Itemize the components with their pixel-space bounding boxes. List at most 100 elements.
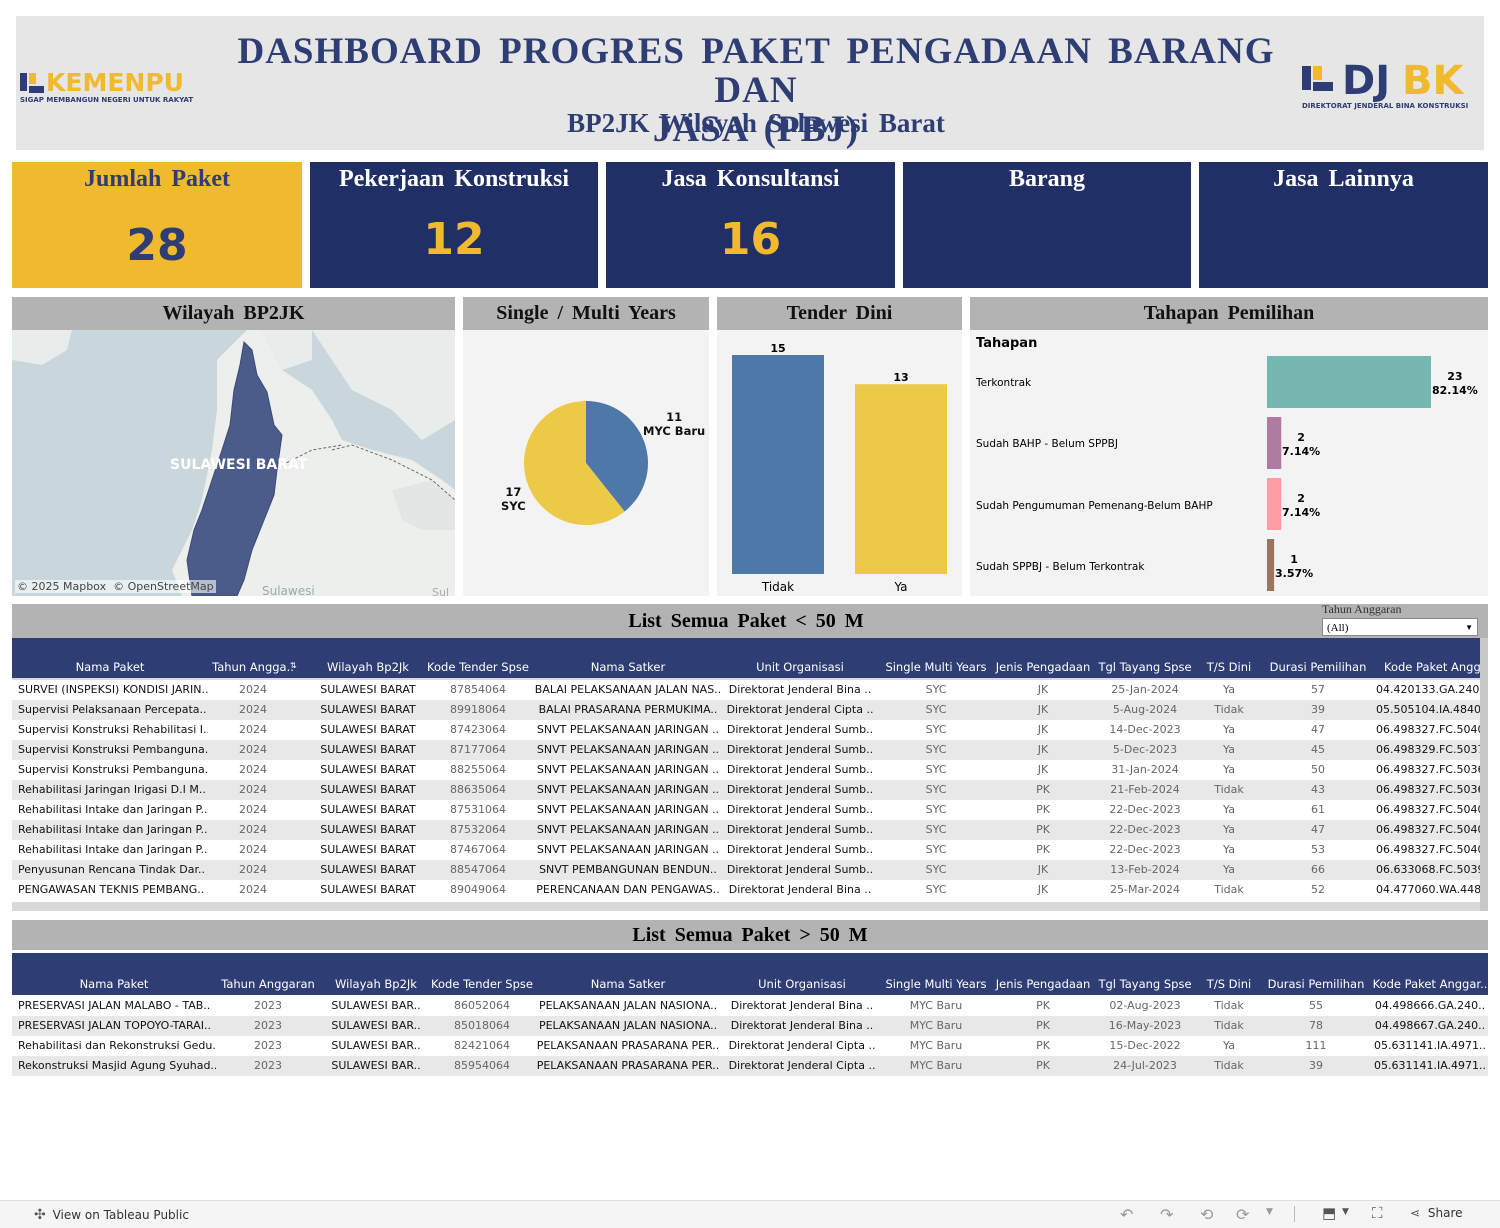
col-header[interactable]: Tahun Angga.. <box>212 660 294 674</box>
col-header[interactable]: Single Multi Years <box>885 660 987 674</box>
pie-slice-myc-baru[interactable] <box>586 401 648 512</box>
table-cell: 82421064 <box>454 1039 510 1052</box>
year-filter-dropdown[interactable]: (All) ▼ <box>1322 618 1478 636</box>
region-map[interactable] <box>12 330 455 596</box>
table-row[interactable]: Supervisi Pelaksanaan Percepata.. 2024 SUL… <box>12 700 1480 720</box>
stage-value-label: 23 82.14% <box>1432 370 1478 398</box>
col-header[interactable]: Kode Tender Spse <box>431 977 533 991</box>
map-panel[interactable]: SULAWESI BARAT Sulawesi Sul © 2025 Mapbo… <box>12 330 455 596</box>
table-row[interactable]: Rehabilitasi Intake dan Jaringan P.. 2024… <box>12 820 1480 840</box>
sulawesi-barat-region[interactable] <box>186 340 283 596</box>
revert-icon[interactable]: ⟲ <box>1200 1205 1214 1224</box>
table-row[interactable]: Supervisi Konstruksi Rehabilitasi I.. 202… <box>12 720 1480 740</box>
kpi-card-jumlah-paket[interactable]: Jumlah Paket 28 <box>12 162 302 288</box>
sort-icon[interactable]: ⇅ <box>290 661 297 670</box>
pie-chart[interactable] <box>463 330 709 596</box>
col-header[interactable]: Jenis Pengadaan <box>995 977 1091 991</box>
stage-category-label: Terkontrak <box>976 377 1032 389</box>
table-row[interactable]: Supervisi Konstruksi Pembanguna.. 2024 SUL… <box>12 740 1480 760</box>
col-header[interactable]: Nama Satker <box>590 660 666 674</box>
table-cell: SYC <box>925 823 947 836</box>
table-row[interactable]: Rehabilitasi Intake dan Jaringan P.. 2024… <box>12 800 1480 820</box>
bar-ya[interactable] <box>855 384 947 574</box>
map-attribution: © 2025 Mapbox © OpenStreetMap <box>15 580 216 593</box>
table-cell: 89049064 <box>450 883 506 896</box>
table-row[interactable]: PENGAWASAN TEKNIS PEMBANG.. 2024 SULAWESI … <box>12 880 1480 900</box>
stage-bar[interactable] <box>1267 478 1282 530</box>
stage-bar-chart[interactable] <box>970 330 1488 596</box>
col-header[interactable]: Nama Paket <box>79 977 149 991</box>
col-header[interactable]: Nama Paket <box>75 660 145 674</box>
stage-value-percent: 7.14% <box>1282 445 1321 458</box>
table-cell: SYC <box>925 703 947 716</box>
table2-body: PRESERVASI JALAN MALABO - TAB.. 2023 SULAW… <box>12 996 1488 1076</box>
stage-column-header: Tahapan <box>976 336 1038 351</box>
download-icon[interactable]: ⬒ <box>1322 1204 1337 1222</box>
table-cell: Ya <box>1223 763 1235 776</box>
col-header[interactable]: Kode Paket Angga.. <box>1384 660 1480 674</box>
col-header[interactable]: T/S Dini <box>1206 660 1252 674</box>
stage-bar[interactable] <box>1267 417 1282 469</box>
col-header[interactable]: Durasi Pemilihan <box>1269 660 1367 674</box>
col-header[interactable]: Unit Organisasi <box>758 977 846 991</box>
undo-icon[interactable]: ↶ <box>1120 1205 1134 1224</box>
osm-attribution[interactable]: © OpenStreetMap <box>113 580 214 593</box>
refresh-icon[interactable]: ⟳ <box>1236 1205 1250 1224</box>
col-header[interactable]: Unit Organisasi <box>756 660 844 674</box>
kemenpu-logo-tagline: SIGAP MEMBANGUN NEGERI UNTUK RAKYAT <box>20 96 194 104</box>
stage-bar[interactable] <box>1267 356 1431 408</box>
col-header[interactable]: Nama Satker <box>590 977 666 991</box>
col-header[interactable]: Tgl Tayang Spse <box>1098 660 1192 674</box>
table-cell: Direktorat Jenderal Sumb.. <box>726 723 874 736</box>
share-label: Share <box>1427 1206 1463 1220</box>
col-header[interactable]: Tahun Anggaran <box>221 977 315 991</box>
table-cell: 88635064 <box>450 783 506 796</box>
table-row[interactable]: PRESERVASI JALAN TOPOYO-TARAI.. 2023 SULAW… <box>12 1016 1488 1036</box>
col-header[interactable]: T/S Dini <box>1206 977 1252 991</box>
table-row[interactable]: PRESERVASI JALAN MALABO - TAB.. 2023 SULAW… <box>12 996 1488 1016</box>
stage-bar[interactable] <box>1267 539 1275 591</box>
table-row[interactable]: Rehabilitasi Jaringan Irigasi D.I M.. 202… <box>12 780 1480 800</box>
bar-tidak[interactable] <box>732 355 824 574</box>
table-cell: SURVEI (INSPEKSI) KONDISI JARIN.. <box>18 683 208 696</box>
pause-dropdown-icon[interactable]: ▼ <box>1266 1207 1273 1217</box>
kemenpu-logo: KEMENPU SIGAP MEMBANGUN NEGERI UNTUK RAK… <box>20 68 210 106</box>
table-cell: 86052064 <box>454 999 510 1012</box>
table-cell: SULAWESI BARAT <box>320 843 416 856</box>
table-cell: Tidak <box>1214 883 1244 896</box>
mapbox-attribution[interactable]: © 2025 Mapbox <box>17 580 107 593</box>
col-header[interactable]: Tgl Tayang Spse <box>1098 977 1192 991</box>
kpi-card-jasa-konsultansi[interactable]: Jasa Konsultansi 16 <box>606 162 895 288</box>
bar-chart[interactable] <box>717 330 962 596</box>
dashboard-header: KEMENPU SIGAP MEMBANGUN NEGERI UNTUK RAK… <box>16 16 1484 150</box>
col-header[interactable]: Jenis Pengadaan <box>995 660 1091 674</box>
redo-icon[interactable]: ↷ <box>1160 1205 1174 1224</box>
map-bottom-label-2: Sul <box>432 586 450 596</box>
col-header[interactable]: Wilayah Bp2Jk <box>327 660 409 674</box>
share-button[interactable]: ⋖ Share <box>1410 1206 1463 1220</box>
download-dropdown-icon[interactable]: ▼ <box>1342 1207 1349 1217</box>
col-header[interactable]: Wilayah Bp2Jk <box>335 977 417 991</box>
stage-value-count: 2 <box>1297 492 1305 505</box>
col-header[interactable]: Kode Tender Spse <box>427 660 529 674</box>
table-row[interactable]: Rekonstruksi Masjid Agung Syuhad.. 2023 SU… <box>12 1056 1488 1076</box>
fullscreen-icon[interactable]: ⛶ <box>1372 1204 1383 1222</box>
table1-scrollbar[interactable] <box>1480 638 1488 911</box>
kpi-card-pekerjaan-konstruksi[interactable]: Pekerjaan Konstruksi 12 <box>310 162 598 288</box>
table-row[interactable]: Supervisi Konstruksi Pembanguna.. 2024 SUL… <box>12 760 1480 780</box>
table-cell: MYC Baru <box>909 1059 963 1072</box>
col-header[interactable]: Kode Paket Anggar.. <box>1372 977 1488 991</box>
kpi-card-jasa-lainnya[interactable]: Jasa Lainnya <box>1199 162 1488 288</box>
view-on-tableau-link[interactable]: ✣ View on Tableau Public <box>34 1207 189 1223</box>
col-header[interactable]: Single Multi Years <box>885 977 987 991</box>
bar-value-label-ya: 13 <box>893 371 909 384</box>
table-row[interactable]: SURVEI (INSPEKSI) KONDISI JARIN.. 2024 SUL… <box>12 680 1480 700</box>
table-cell: 13-Feb-2024 <box>1110 863 1180 876</box>
pie-slice-syc[interactable] <box>524 401 625 525</box>
table-cell: 2024 <box>239 803 267 816</box>
table-row[interactable]: Rehabilitasi dan Rekonstruksi Gedu.. 2023… <box>12 1036 1488 1056</box>
col-header[interactable]: Durasi Pemilihan <box>1267 977 1365 991</box>
kpi-card-barang[interactable]: Barang <box>903 162 1191 288</box>
table-row[interactable]: Rehabilitasi Intake dan Jaringan P.. 2024… <box>12 840 1480 860</box>
table-row[interactable]: Penyusunan Rencana Tindak Dar.. 2024 SULAW… <box>12 860 1480 880</box>
